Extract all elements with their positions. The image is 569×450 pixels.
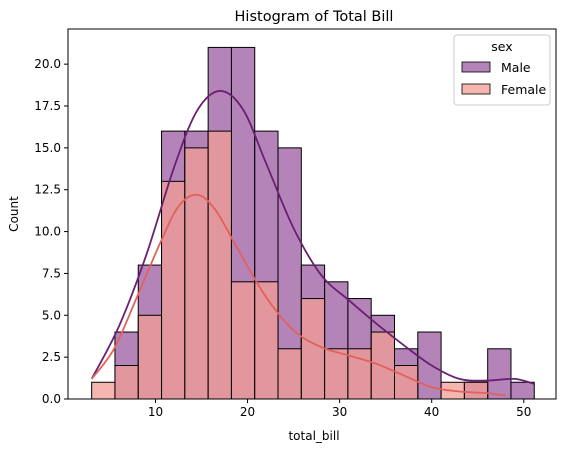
y-tick-label: 20.0 — [34, 57, 61, 71]
x-tick-label: 30 — [332, 405, 347, 419]
x-tick-label: 50 — [516, 405, 531, 419]
kde-line-female — [90, 193, 506, 397]
x-axis-label: total_bill — [288, 429, 339, 443]
chart-title: Histogram of Total Bill — [235, 9, 394, 25]
bar-female — [137, 314, 163, 400]
kde-line-male — [90, 90, 535, 385]
legend-title: sex — [491, 39, 512, 54]
y-tick-label: 10.0 — [34, 225, 61, 239]
y-tick-label: 12.5 — [34, 183, 61, 197]
bar-female — [463, 381, 489, 400]
legend-swatch-female — [461, 83, 491, 95]
bar-female — [207, 130, 232, 400]
bar-male — [487, 348, 512, 400]
y-tick-label: 2.5 — [42, 350, 61, 364]
bar-male — [510, 381, 535, 400]
y-tick-label: 5.0 — [42, 308, 61, 322]
legend-label-male: Male — [501, 60, 531, 75]
bar-female — [277, 348, 302, 400]
series-female-bars — [91, 130, 489, 400]
bar-female — [230, 281, 256, 400]
bar-female — [114, 365, 139, 400]
y-tick-label: 15.0 — [34, 141, 61, 155]
y-axis-label: Count — [7, 196, 21, 232]
y-tick-label: 17.5 — [34, 99, 61, 113]
plot-area — [90, 46, 535, 400]
y-tick-label: 0.0 — [42, 392, 61, 406]
bar-female — [324, 348, 349, 400]
bar-female — [254, 281, 279, 400]
x-tick-label: 10 — [148, 405, 163, 419]
bar-female — [393, 365, 419, 400]
axes-frame — [67, 28, 557, 400]
legend: sex Male Female — [453, 34, 551, 106]
y-axis: 0.0 2.5 5.0 7.5 10.0 12.5 15.0 17.5 20.0 — [34, 57, 68, 406]
y-tick-label: 7.5 — [42, 266, 61, 280]
x-axis: 10 20 30 40 50 — [148, 399, 531, 419]
legend-swatch-male — [461, 61, 491, 73]
legend-label-female: Female — [501, 82, 547, 97]
x-tick-label: 40 — [424, 405, 439, 419]
bar-female — [91, 381, 116, 400]
bar-female — [184, 147, 209, 400]
bar-female — [300, 298, 326, 400]
x-tick-label: 20 — [240, 405, 255, 419]
